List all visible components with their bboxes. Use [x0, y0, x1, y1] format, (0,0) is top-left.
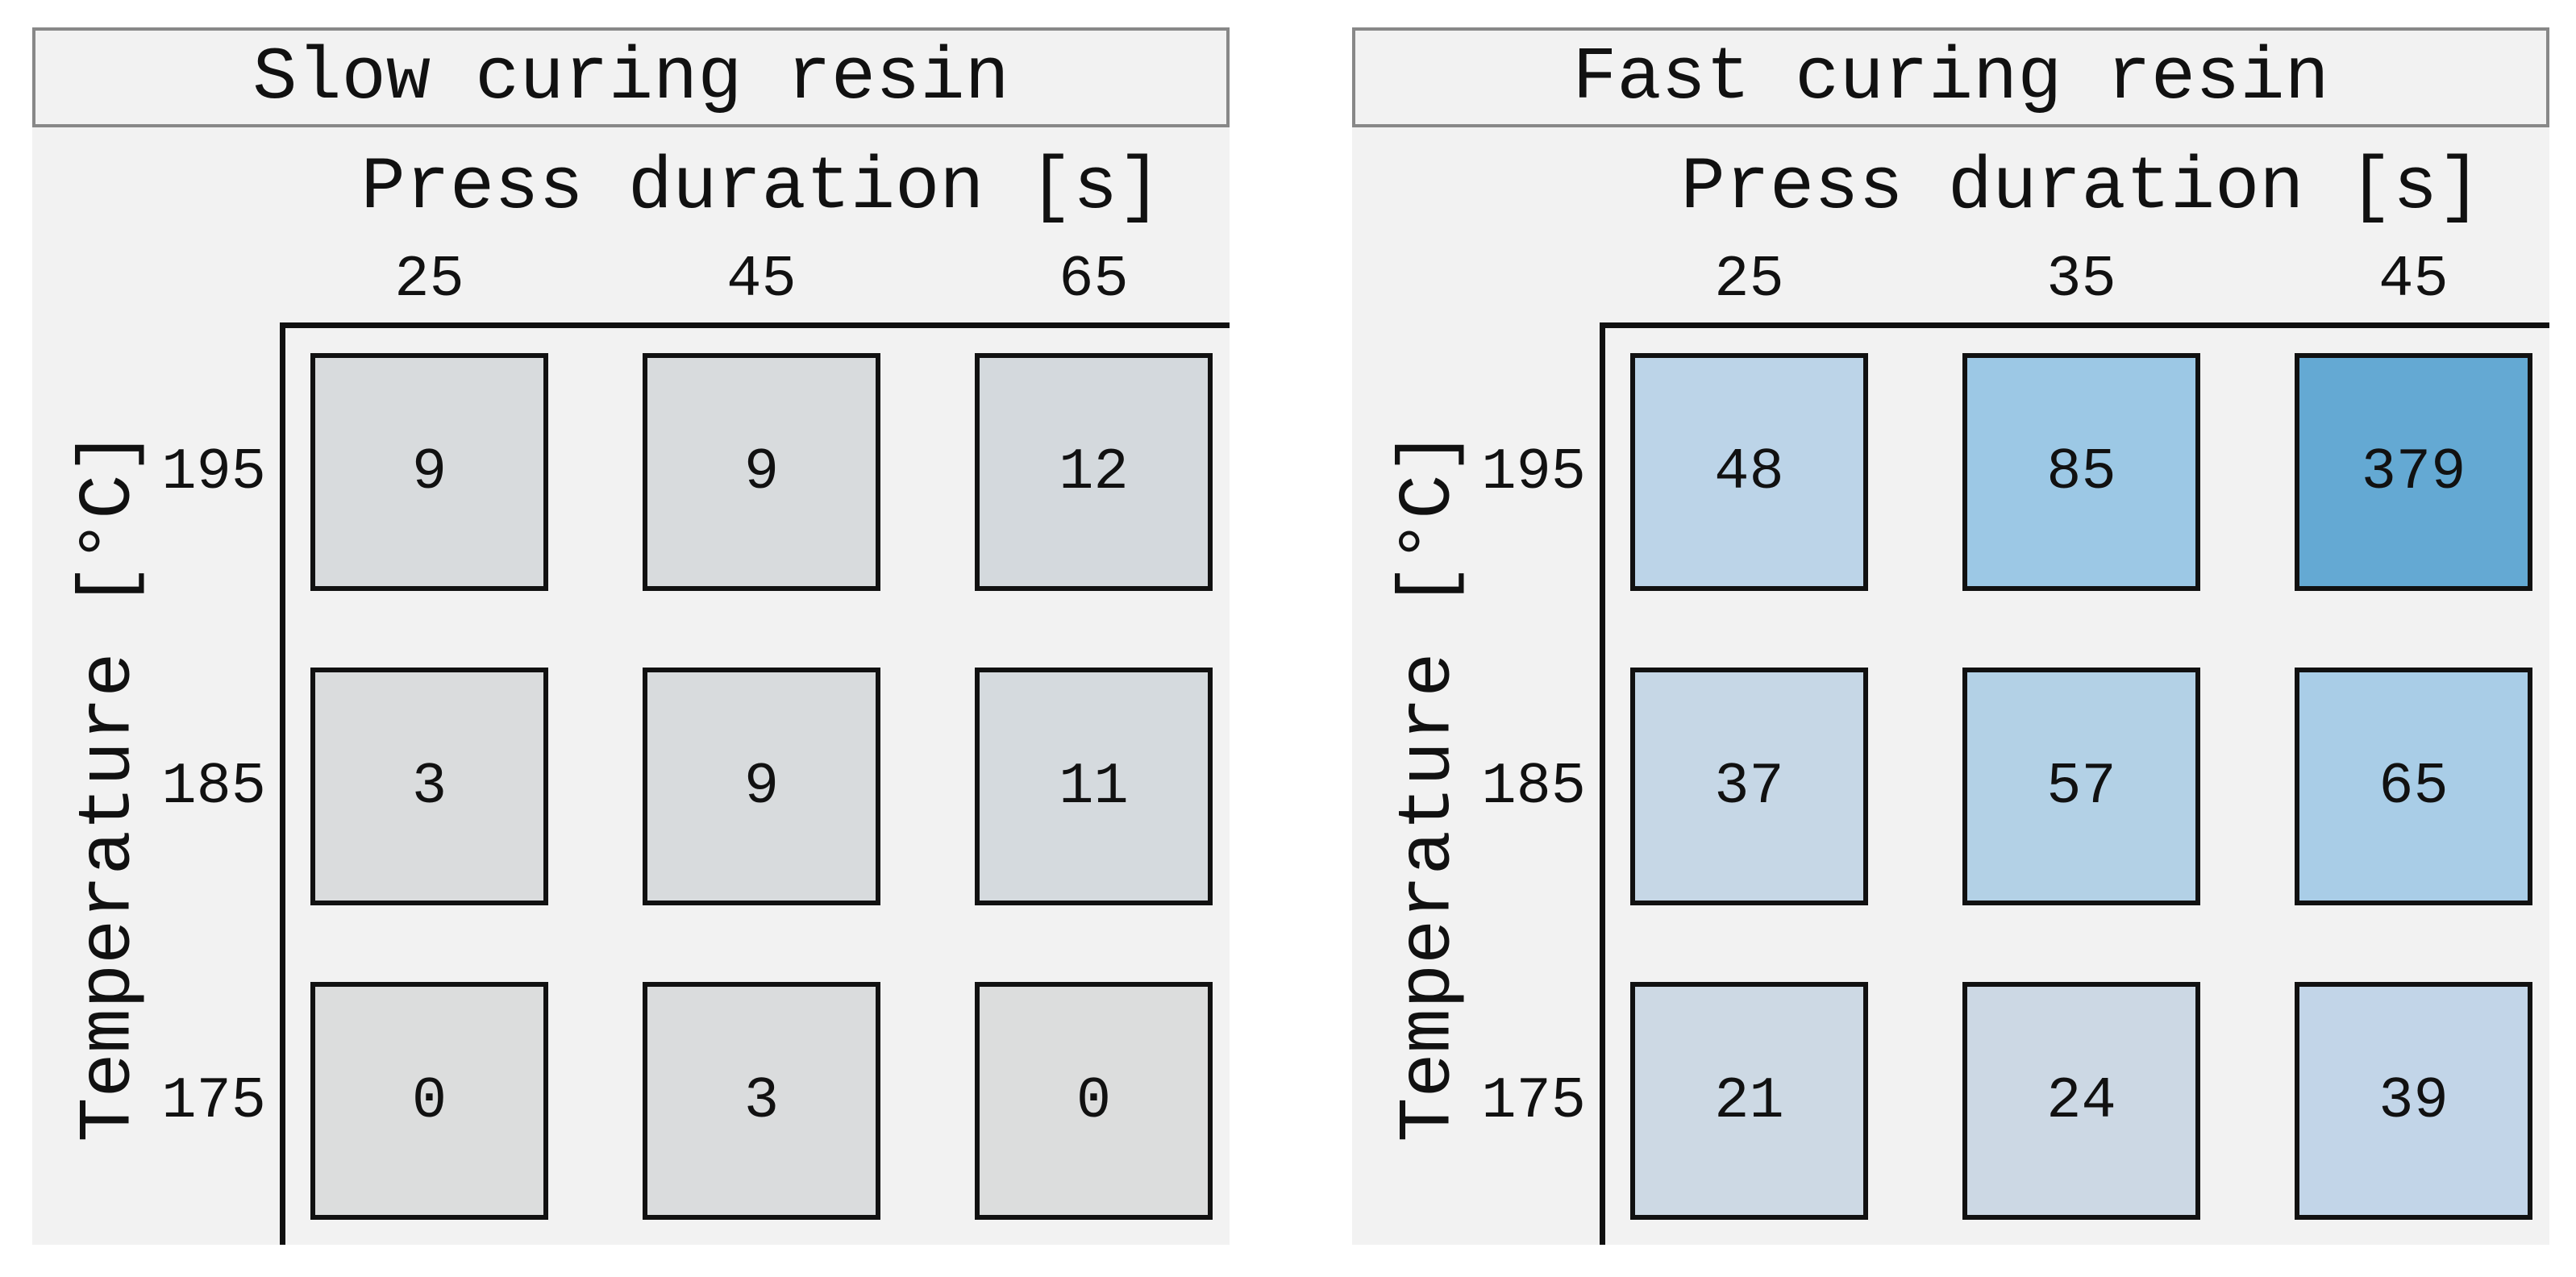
panel-title: Fast curing resin	[1572, 35, 2329, 120]
x-tick: 65	[1059, 247, 1129, 313]
axis-spine-left	[1600, 322, 1605, 1245]
panel-title-box: Fast curing resin	[1352, 27, 2549, 127]
heatmap-cell: 3	[310, 668, 548, 905]
x-tick-labels: 25 45 65	[310, 247, 1213, 313]
heatmap-cell: 39	[2295, 982, 2532, 1220]
x-axis-title: Press duration [s]	[360, 145, 1163, 230]
y-tick: 175	[161, 1068, 266, 1134]
x-tick: 25	[1714, 247, 1784, 313]
x-axis-title: Press duration [s]	[1680, 145, 2482, 230]
heatmap-cell: 0	[310, 982, 548, 1220]
heatmap-cell: 57	[1962, 668, 2200, 905]
heatmap-cell: 9	[310, 353, 548, 591]
x-tick: 35	[2046, 247, 2116, 313]
heatmap-cell: 11	[975, 668, 1213, 905]
heatmap-cell: 9	[643, 353, 880, 591]
heatmap-cell: 3	[643, 982, 880, 1220]
y-tick: 185	[161, 754, 266, 820]
x-tick: 45	[2378, 247, 2449, 313]
y-tick: 195	[1481, 439, 1586, 505]
y-tick: 185	[1481, 754, 1586, 820]
axis-spine-top	[1600, 322, 2549, 328]
plot-area: Press duration [s] 25 45 65 Temperature …	[32, 127, 1230, 1245]
heatmap-cell: 24	[1962, 982, 2200, 1220]
x-tick: 25	[394, 247, 464, 313]
heatmap-cell: 0	[975, 982, 1213, 1220]
heatmap-grid: 9 9 12 3 9 11 0 3 0	[310, 353, 1213, 1220]
heatmap-cell: 48	[1630, 353, 1868, 591]
heatmap-cell: 21	[1630, 982, 1868, 1220]
plot-area: Press duration [s] 25 35 45 Temperature …	[1352, 127, 2549, 1245]
axis-spine-left	[280, 322, 285, 1245]
heatmap-cell: 379	[2295, 353, 2532, 591]
y-tick: 195	[161, 439, 266, 505]
x-tick-labels: 25 35 45	[1630, 247, 2532, 313]
heatmap-panel-slow: Slow curing resin Press duration [s] 25 …	[32, 27, 1230, 1245]
heatmap-cell: 65	[2295, 668, 2532, 905]
heatmap-grid: 48 85 379 37 57 65 21 24 39	[1630, 353, 2532, 1220]
panel-title: Slow curing resin	[252, 35, 1009, 120]
axis-spine-top	[280, 322, 1230, 328]
heatmap-cell: 85	[1962, 353, 2200, 591]
panel-title-box: Slow curing resin	[32, 27, 1230, 127]
y-tick: 175	[1481, 1068, 1586, 1134]
heatmap-panel-fast: Fast curing resin Press duration [s] 25 …	[1352, 27, 2549, 1245]
heatmap-cell: 9	[643, 668, 880, 905]
heatmap-cell: 12	[975, 353, 1213, 591]
heatmap-cell: 37	[1630, 668, 1868, 905]
x-tick: 45	[726, 247, 797, 313]
